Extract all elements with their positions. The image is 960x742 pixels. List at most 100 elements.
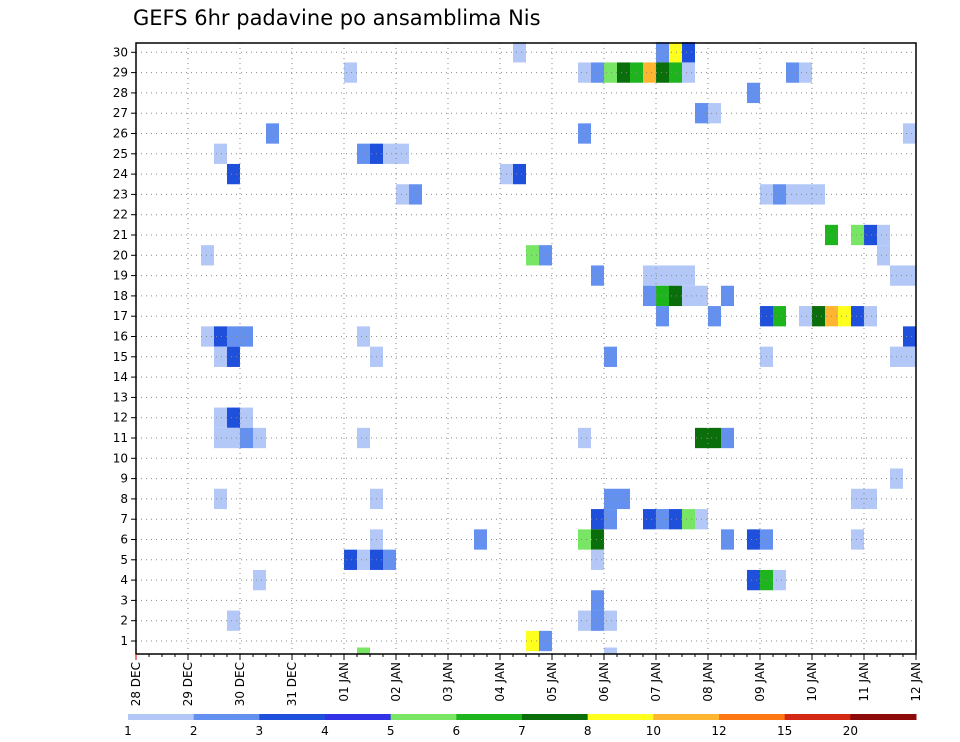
heatmap-cell [227,427,240,449]
x-tick-label: 12 JAN [909,662,923,702]
colorbar-swatch [784,714,851,720]
heatmap-cell [591,590,604,611]
y-tick-label: 22 [113,208,128,222]
heatmap-cell [214,326,227,347]
heatmap-cell [721,285,734,307]
heatmap-cell [617,62,630,83]
heatmap-cell [812,184,825,205]
heatmap-cell [851,224,864,246]
heatmap-cell [669,265,682,286]
y-tick-label: 7 [120,512,128,526]
heatmap-cell [799,306,812,327]
colorbar-label: 4 [321,724,329,738]
heatmap-cell [539,630,552,652]
heatmap-cell [227,610,240,631]
heatmap-cell [773,306,786,327]
y-tick-label: 5 [120,553,128,567]
cells-layer [201,42,916,655]
chart-title: GEFS 6hr padavine po ansamblima Nis [133,6,541,30]
y-tick-label: 12 [113,411,128,425]
y-axis: 1234567891011121314151617181920212223242… [113,45,136,648]
heatmap-cell [409,184,422,205]
x-tick-label: 04 JAN [493,662,507,702]
colorbar-label: 12 [711,724,726,738]
heatmap-cell [773,569,786,591]
y-tick-label: 19 [113,269,128,283]
x-tick-label: 29 DEC [181,662,195,706]
colorbar-label: 6 [453,724,461,738]
y-tick-label: 1 [120,634,128,648]
y-tick-label: 3 [120,593,128,607]
heatmap-cell [604,509,617,530]
heatmap-cell [903,123,916,144]
heatmap-cell [513,42,526,63]
colorbar-label: 1 [124,724,132,738]
heatmap-cell [682,265,695,286]
x-tick-label: 01 JAN [337,662,351,702]
y-tick-label: 8 [120,492,128,506]
colorbar-label: 15 [777,724,792,738]
heatmap-cell [643,62,656,83]
heatmap-cell [591,529,604,550]
heatmap-cell [851,488,864,510]
heatmap-cell [656,62,669,83]
heatmap-cell [682,285,695,307]
grid-layer [136,43,916,654]
y-tick-label: 28 [113,86,128,100]
x-tick-label: 11 JAN [857,662,871,702]
colorbar-swatch [325,714,392,720]
heatmap-cell [708,306,721,327]
heatmap-cell [591,62,604,83]
heatmap-cell [747,82,760,104]
heatmap-cell [617,488,630,510]
x-tick-label: 28 DEC [129,662,143,706]
heatmap-cell [682,509,695,530]
y-tick-label: 9 [120,472,128,486]
x-tick-label: 06 JAN [597,662,611,702]
heatmap-cell [227,326,240,347]
heatmap-cell [604,62,617,83]
colorbar-swatch [719,714,786,720]
heatmap-cell [786,184,799,205]
y-tick-label: 16 [113,330,128,344]
x-tick-label: 31 DEC [285,662,299,706]
heatmap-cell [396,184,409,205]
colorbar-label: 3 [256,724,264,738]
y-tick-label: 29 [113,66,128,80]
heatmap-cell [396,143,409,164]
y-tick-label: 15 [113,350,128,364]
y-tick-label: 18 [113,289,128,303]
colorbar: 1 2 3 4 5 6 7 8 10 12 15 20 [124,714,917,738]
colorbar-swatch [522,714,589,720]
x-tick-label: 05 JAN [545,662,559,702]
colorbar-swatch [653,714,720,720]
y-tick-label: 10 [113,451,128,465]
heatmap-cell [708,427,721,449]
heatmap-cell [253,569,266,591]
heatmap-cell [357,549,370,570]
heatmap-cell [214,407,227,428]
heatmap-cell [214,143,227,164]
y-tick-label: 27 [113,106,128,120]
colorbar-label: 5 [387,724,395,738]
y-tick-label: 25 [113,147,128,161]
y-tick-label: 14 [113,370,128,384]
heatmap-cell [201,326,214,347]
y-tick-label: 20 [113,248,128,262]
heatmap-cell [669,42,682,63]
heatmap-cell [201,245,214,266]
heatmap-cell [903,346,916,367]
heatmap-cell [344,549,357,570]
x-tick-label: 30 DEC [233,662,247,706]
heatmap-cell [214,488,227,510]
colorbar-label: 8 [584,724,592,738]
heatmap-cell [604,610,617,631]
y-tick-label: 21 [113,228,128,242]
heatmap-cell [591,265,604,286]
y-tick-label: 4 [120,573,128,587]
heatmap-cell [227,407,240,428]
heatmap-cell [214,346,227,367]
heatmap-cell [656,42,669,63]
heatmap-cell [877,224,890,246]
heatmap-cell [864,488,877,510]
